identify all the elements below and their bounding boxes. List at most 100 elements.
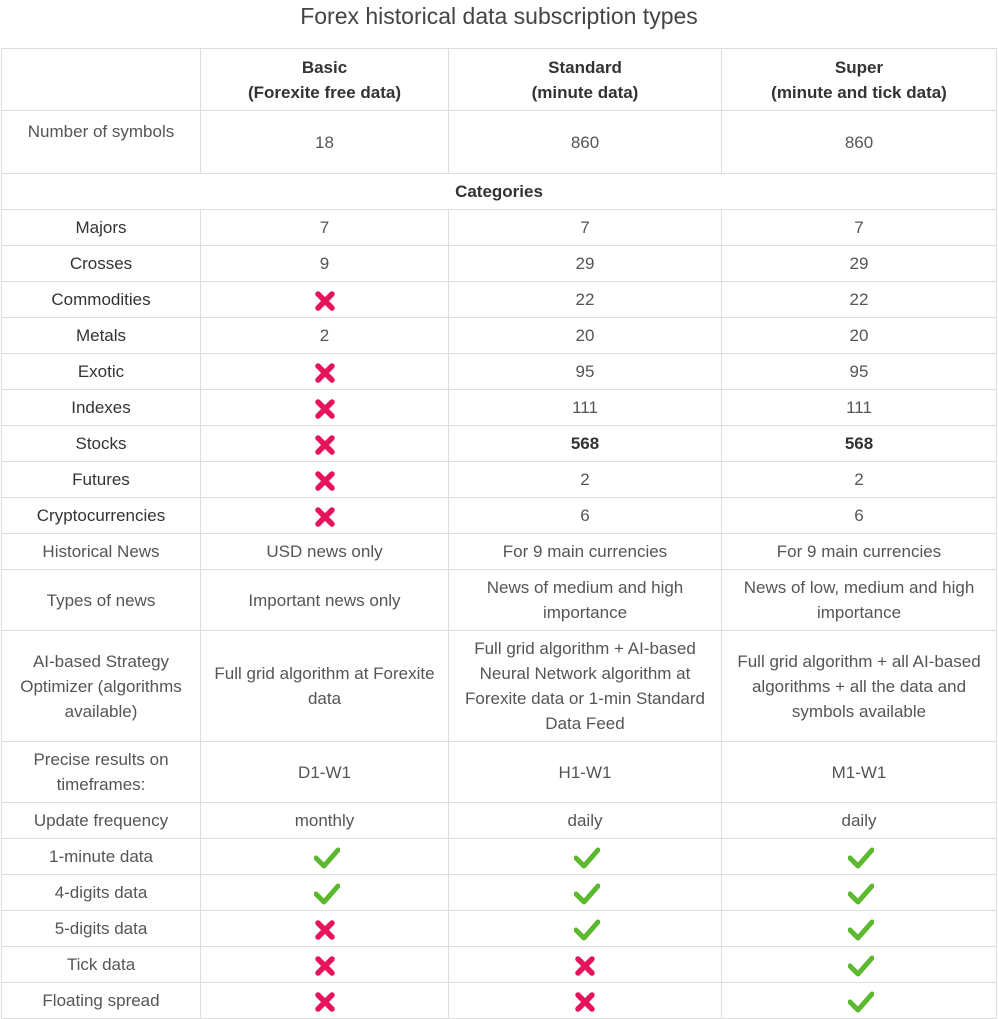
- availability-value: [200, 946, 449, 983]
- category-value: 568: [448, 425, 722, 462]
- category-value: 20: [721, 317, 997, 354]
- categories-heading-row: Categories: [1, 173, 997, 210]
- feature-value: daily: [721, 802, 997, 839]
- availability-row: 4-digits data: [1, 874, 997, 911]
- feature-label: Update frequency: [1, 802, 201, 839]
- category-label: Futures: [1, 461, 201, 498]
- check-icon: [313, 883, 340, 905]
- availability-value: [448, 946, 722, 983]
- table-header-row: Basic (Forexite free data) Standard (minute…: [1, 48, 997, 111]
- availability-value: [448, 874, 722, 911]
- cross-icon: [314, 506, 336, 528]
- cross-icon: [314, 290, 336, 312]
- availability-row: Tick data: [1, 946, 997, 983]
- availability-label: Tick data: [1, 946, 201, 983]
- symbols-value: 18: [200, 110, 449, 174]
- feature-row: Precise results on timeframes: D1-W1 H1-W1…: [1, 741, 997, 803]
- cross-icon: [574, 991, 596, 1013]
- availability-row: Floating spread: [1, 982, 997, 1019]
- category-value: 29: [721, 245, 997, 282]
- category-value: 2: [200, 317, 449, 354]
- category-row: Cryptocurrencies 6 6: [1, 497, 997, 534]
- category-value: 7: [448, 209, 722, 246]
- category-value: [200, 461, 449, 498]
- category-label: Stocks: [1, 425, 201, 462]
- category-value: 95: [721, 353, 997, 390]
- category-value: 7: [200, 209, 449, 246]
- page-title: Forex historical data subscription types: [300, 3, 698, 29]
- category-row: Futures 2 2: [1, 461, 997, 498]
- plan-header-basic: Basic (Forexite free data): [200, 48, 449, 111]
- symbols-row: Number of symbols 18 860 860: [1, 110, 997, 174]
- check-icon: [574, 883, 600, 905]
- category-row: Crosses 9 29 29: [1, 245, 997, 282]
- check-icon: [848, 847, 874, 869]
- availability-value: [200, 874, 449, 911]
- feature-label: AI-based Strategy Optimizer (algorithms …: [1, 630, 201, 742]
- category-value: 111: [448, 389, 722, 426]
- feature-value: monthly: [200, 802, 449, 839]
- comparison-table: Basic (Forexite free data) Standard (minute…: [1, 48, 997, 1019]
- category-value: 29: [448, 245, 722, 282]
- feature-value: News of medium and high importance: [448, 569, 722, 631]
- category-row: Majors 7 7 7: [1, 209, 997, 246]
- feature-value: M1-W1: [721, 741, 997, 803]
- availability-value: [721, 874, 997, 911]
- cross-icon: [314, 362, 336, 384]
- feature-value: Full grid algorithm + AI-based Neural Ne…: [448, 630, 722, 742]
- feature-value: News of low, medium and high importance: [721, 569, 997, 631]
- availability-value: [721, 946, 997, 983]
- cross-icon: [314, 991, 336, 1013]
- category-value: 20: [448, 317, 722, 354]
- plan-subtitle: (minute and tick data): [771, 82, 947, 102]
- check-icon: [574, 847, 600, 869]
- availability-value: [721, 982, 997, 1019]
- cross-icon: [314, 919, 336, 941]
- feature-label: Precise results on timeframes:: [1, 741, 201, 803]
- check-icon: [848, 883, 874, 905]
- category-row: Commodities 22 22: [1, 281, 997, 318]
- availability-value: [448, 838, 722, 875]
- availability-value: [448, 982, 722, 1019]
- check-icon: [574, 919, 600, 941]
- feature-value: daily: [448, 802, 722, 839]
- category-row: Stocks 568 568: [1, 425, 997, 462]
- availability-value: [200, 910, 449, 947]
- cross-icon: [314, 434, 336, 456]
- category-value: 22: [448, 281, 722, 318]
- category-value: 568: [721, 425, 997, 462]
- availability-label: 4-digits data: [1, 874, 201, 911]
- header-corner: [1, 48, 201, 111]
- availability-label: 5-digits data: [1, 910, 201, 947]
- category-label: Indexes: [1, 389, 201, 426]
- check-icon: [848, 919, 874, 941]
- feature-value: Full grid algorithm at Forexite data: [200, 630, 449, 742]
- cross-icon: [574, 955, 596, 977]
- row-label: Number of symbols: [1, 110, 201, 174]
- category-value: 7: [721, 209, 997, 246]
- availability-value: [721, 838, 997, 875]
- category-value: 2: [721, 461, 997, 498]
- cross-icon: [314, 398, 336, 420]
- feature-label: Historical News: [1, 533, 201, 570]
- feature-value: H1-W1: [448, 741, 722, 803]
- category-label: Exotic: [1, 353, 201, 390]
- category-value: 111: [721, 389, 997, 426]
- feature-value: USD news only: [200, 533, 449, 570]
- category-value: [200, 497, 449, 534]
- check-icon: [848, 991, 874, 1013]
- feature-value: For 9 main currencies: [721, 533, 997, 570]
- availability-label: Floating spread: [1, 982, 201, 1019]
- plan-header-super: Super (minute and tick data): [721, 48, 997, 111]
- plan-header-standard: Standard (minute data): [448, 48, 722, 111]
- category-value: [200, 353, 449, 390]
- availability-value: [200, 838, 449, 875]
- plan-name: Super: [834, 57, 884, 77]
- availability-value: [448, 910, 722, 947]
- category-value: 6: [448, 497, 722, 534]
- category-row: Exotic 95 95: [1, 353, 997, 390]
- feature-row: AI-based Strategy Optimizer (algorithms …: [1, 630, 997, 742]
- plan-subtitle: (Forexite free data): [247, 82, 402, 102]
- feature-value: For 9 main currencies: [448, 533, 722, 570]
- symbols-value: 860: [721, 110, 997, 174]
